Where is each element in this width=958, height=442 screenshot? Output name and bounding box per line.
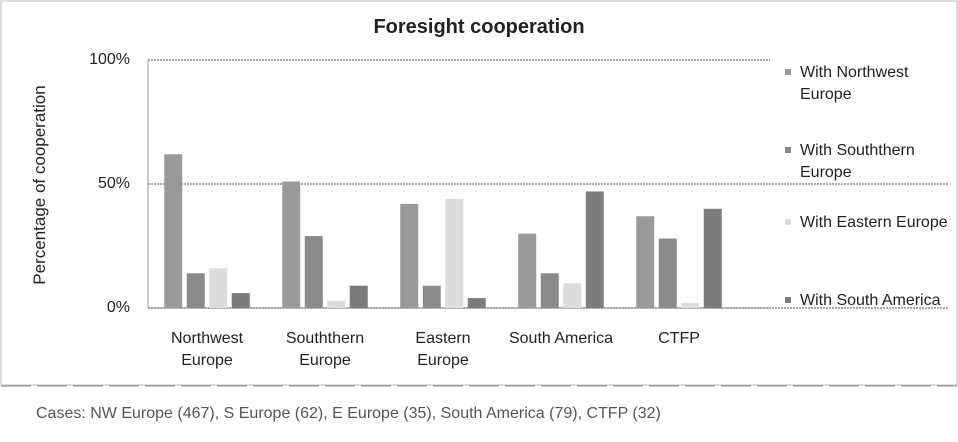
legend-swatch — [785, 147, 791, 153]
legend-label: With Souththern Europe — [800, 142, 915, 181]
bar — [563, 283, 582, 308]
chart-title: Foresight cooperation — [373, 16, 585, 38]
legend-label: With Northwest Europe — [800, 64, 909, 103]
bar — [231, 293, 250, 308]
x-tick-label: Northwest Europe — [170, 330, 244, 369]
legend-label: With Eastern Europe — [800, 214, 948, 231]
legend-swatch — [785, 219, 791, 225]
bar — [658, 238, 677, 308]
bar — [681, 303, 700, 308]
y-tick-label: 50% — [97, 175, 130, 192]
bar — [636, 216, 655, 308]
x-tick-label: CTFP — [658, 330, 700, 347]
bar — [349, 285, 368, 308]
y-tick-label: 0% — [106, 299, 130, 316]
bar — [585, 191, 604, 308]
bar — [540, 273, 559, 308]
bar — [518, 233, 537, 308]
bar — [304, 236, 323, 308]
legend-swatch — [785, 69, 791, 75]
bar — [282, 181, 301, 308]
x-tick-label: South America — [508, 330, 614, 347]
y-axis-label: Percentage of cooperation — [30, 85, 49, 285]
chart-border — [0, 0, 958, 386]
footer: Cases: NW Europe (467), S Europe (62), E… — [36, 405, 661, 422]
bar — [327, 300, 346, 308]
bar — [209, 268, 228, 308]
bar — [164, 154, 183, 308]
x-tick-label: Souththern Europe — [285, 330, 365, 369]
legend-label: With South America — [800, 292, 941, 309]
bar — [422, 285, 441, 308]
y-tick-label: 100% — [89, 51, 130, 68]
bar — [703, 208, 722, 308]
x-tick-label: Eastern Europe — [415, 330, 471, 369]
legend-swatch — [785, 297, 791, 303]
bar — [467, 298, 486, 308]
bar — [445, 198, 464, 308]
bar — [400, 203, 419, 308]
bar — [186, 273, 205, 308]
